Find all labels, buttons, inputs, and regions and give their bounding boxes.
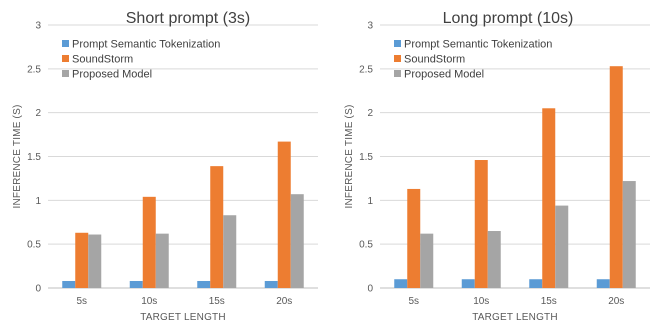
bar-prompt-semantic-tokenization-15s — [529, 279, 543, 288]
y-tick-label: 0 — [367, 284, 373, 295]
legend-label: SoundStorm — [72, 54, 133, 66]
legend: Prompt Semantic Tokenization SoundStorm Pr… — [62, 39, 220, 81]
x-tick-label: 5s — [76, 296, 87, 307]
chart-title: Long prompt (10s) — [443, 10, 574, 27]
y-tick-label: 2 — [367, 108, 373, 119]
y-axis-label: INFERENCE TIME (S) — [344, 105, 355, 209]
chart-panel-2: 0 0.5 1 1.5 2 2.5 3 5s 10s 15s 20s Long prompt (10s… — [344, 10, 650, 323]
x-tick-label: 5s — [408, 296, 419, 307]
y-tick-label: 2 — [35, 108, 41, 119]
bar-soundstorm-5s — [75, 232, 89, 288]
bar-soundstorm-5s — [407, 188, 421, 288]
legend-label: Proposed Model — [72, 69, 152, 81]
bar-prompt-semantic-tokenization-10s — [461, 279, 475, 288]
chart-title: Short prompt (3s) — [126, 10, 250, 27]
bar-soundstorm-10s — [142, 196, 156, 288]
y-axis-label: INFERENCE TIME (S) — [12, 105, 23, 209]
y-tick-label: 1 — [367, 196, 373, 207]
bar-proposed-model-5s — [88, 234, 102, 288]
y-tick-label: 0 — [35, 284, 41, 295]
bar-prompt-semantic-tokenization-20s — [596, 279, 610, 288]
bar-prompt-semantic-tokenization-5s — [394, 279, 408, 288]
bar-proposed-model-10s — [155, 233, 169, 288]
bar-soundstorm-15s — [542, 108, 556, 289]
bar-proposed-model-20s — [290, 194, 304, 288]
y-tick-label: 1 — [35, 196, 41, 207]
y-tick-label: 1.5 — [359, 152, 373, 163]
x-tick-label: 20s — [608, 296, 624, 307]
legend-label: Prompt Semantic Tokenization — [404, 39, 552, 51]
legend-swatch-soundstorm — [394, 55, 401, 62]
bar-prompt-semantic-tokenization-5s — [62, 280, 76, 288]
legend-swatch-prompt-semantic-tokenization — [394, 40, 401, 47]
legend-swatch-prompt-semantic-tokenization — [62, 40, 69, 47]
bar-proposed-model-10s — [487, 231, 501, 288]
x-axis-label: TARGET LENGTH — [472, 312, 558, 323]
y-tick-label: 3 — [367, 21, 373, 32]
x-tick-label: 20s — [276, 296, 292, 307]
y-tick-label: 2.5 — [359, 64, 373, 75]
bar-proposed-model-15s — [555, 205, 569, 288]
y-tick-label: 0.5 — [359, 240, 373, 251]
bar-prompt-semantic-tokenization-20s — [264, 280, 278, 288]
x-axis-label: TARGET LENGTH — [140, 312, 226, 323]
x-tick-label: 15s — [209, 296, 225, 307]
legend-swatch-proposed-model — [394, 70, 401, 77]
y-tick-label: 3 — [35, 21, 41, 32]
bar-proposed-model-5s — [420, 233, 434, 288]
legend-swatch-soundstorm — [62, 55, 69, 62]
bar-soundstorm-10s — [474, 160, 488, 288]
bar-soundstorm-15s — [210, 166, 224, 288]
x-tick-label: 10s — [141, 296, 157, 307]
y-tick-label: 1.5 — [27, 152, 41, 163]
chart-panel-1: 0 0.5 1 1.5 2 2.5 3 5s 10s 15s 20s Short prompt (3s… — [12, 10, 318, 323]
legend-label: Proposed Model — [404, 69, 484, 81]
x-tick-label: 10s — [473, 296, 489, 307]
bar-proposed-model-20s — [622, 181, 636, 288]
legend-swatch-proposed-model — [62, 70, 69, 77]
bar-soundstorm-20s — [609, 66, 623, 288]
bar-prompt-semantic-tokenization-15s — [197, 280, 211, 288]
bar-prompt-semantic-tokenization-10s — [129, 280, 143, 288]
bar-proposed-model-15s — [223, 215, 237, 288]
bar-soundstorm-20s — [277, 141, 291, 288]
legend: Prompt Semantic Tokenization SoundStorm Pr… — [394, 39, 552, 81]
y-tick-label: 0.5 — [27, 240, 41, 251]
legend-label: SoundStorm — [404, 54, 465, 66]
legend-label: Prompt Semantic Tokenization — [72, 39, 220, 51]
y-tick-label: 2.5 — [27, 64, 41, 75]
x-tick-label: 15s — [541, 296, 557, 307]
